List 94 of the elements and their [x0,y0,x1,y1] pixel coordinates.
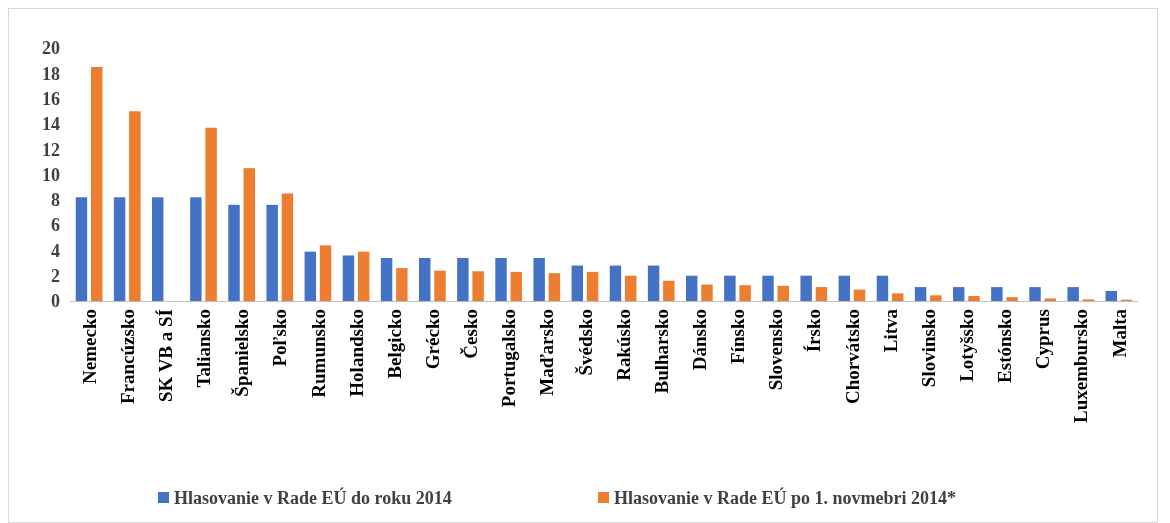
legend-label: Hlasovanie v Rade EÚ do roku 2014 [174,487,452,509]
bar [663,280,675,301]
bar [1006,297,1018,301]
y-tick-label: 20 [42,38,60,59]
bar [129,111,141,301]
bar [380,257,393,301]
bar [319,245,332,301]
x-tick-label: Česko [460,309,482,359]
bar [113,197,126,301]
bar [510,271,522,301]
bar [396,268,408,301]
x-tick-label: Rakúsko [612,309,634,381]
bar [533,257,545,301]
x-tick-label: Írsko [803,309,825,353]
bar [228,204,240,301]
x-tick-label: Poľsko [269,309,291,367]
bar [991,287,1003,301]
y-tick-label: 16 [42,88,60,109]
bar [686,275,698,301]
x-tick-label: Fínsko [727,309,749,364]
bar [205,127,217,301]
x-tick-label: Cyprus [1032,309,1054,370]
bar [281,193,294,301]
bar [724,275,736,301]
y-tick-label: 8 [51,190,60,211]
bar [1029,287,1041,301]
bar [548,273,561,301]
x-tick-label: Taliansko [193,309,215,388]
bar [838,275,851,301]
x-tick-label: Slovensko [765,309,787,391]
x-tick-label: Chorvátsko [841,309,863,405]
x-tick-label: Slovinsko [917,309,939,388]
bar [624,275,637,301]
bar [495,257,507,301]
bar [1105,290,1118,301]
bar [777,285,789,301]
y-tick-label: 2 [51,266,60,286]
bar [304,251,317,301]
bar [891,293,904,301]
bar [1044,298,1056,301]
x-tick-label: Grécko [422,309,444,370]
y-tick-label: 18 [42,63,60,84]
bar [152,197,164,301]
bar [419,257,431,301]
x-tick-label: Maďarsko [536,309,558,396]
bar [243,168,255,301]
x-tick-label: Bulharsko [650,309,672,394]
bar [266,204,278,301]
y-tick-label: 12 [42,139,60,160]
x-tick-label: Luxembursko [1070,309,1092,424]
x-tick-label: Litva [879,308,901,353]
y-tick-label: 0 [51,291,60,312]
legend-label: Hlasovanie v Rade EÚ po 1. novmebri 2014* [614,487,957,509]
y-tick-label: 14 [42,114,60,135]
x-tick-label: Estónsko [994,309,1016,383]
bar [876,275,889,301]
x-tick-label: Nemecko [78,309,100,384]
x-tick-label: Portugalsko [498,309,520,408]
bar [914,287,927,301]
bar [647,265,660,301]
bar [342,255,355,301]
x-tick-label: Španielsko [231,309,253,397]
x-tick-label: Holandsko [345,309,367,397]
x-tick-label: Malta [1108,308,1130,358]
bar [739,285,751,301]
x-tick-label: SK VB a SÍ [155,309,177,403]
y-tick-label: 6 [51,215,60,236]
bar [762,275,774,301]
bar [90,66,103,301]
bar [968,295,980,301]
bar [1067,287,1079,301]
y-tick-label: 4 [51,240,60,261]
bar [953,287,965,301]
bar [75,197,88,301]
bar [853,289,866,301]
x-tick-label: Lotyšsko [956,309,978,382]
x-tick-label: Belgicko [383,309,405,379]
x-tick-label: Rumunsko [307,309,329,398]
x-tick-label: Francúzsko [116,309,138,404]
x-tick-label: Švédsko [574,309,596,376]
bar [800,275,812,301]
bar [472,271,484,301]
bar [434,270,446,301]
bar [930,295,942,301]
bar [190,197,202,301]
y-tick-label: 10 [42,164,60,185]
bar [586,271,599,301]
bar [571,265,584,301]
bar [815,287,828,301]
bar [457,257,469,301]
bar [701,284,713,301]
bar [609,265,622,301]
bar [357,251,370,301]
x-tick-label: Dánsko [689,309,711,371]
